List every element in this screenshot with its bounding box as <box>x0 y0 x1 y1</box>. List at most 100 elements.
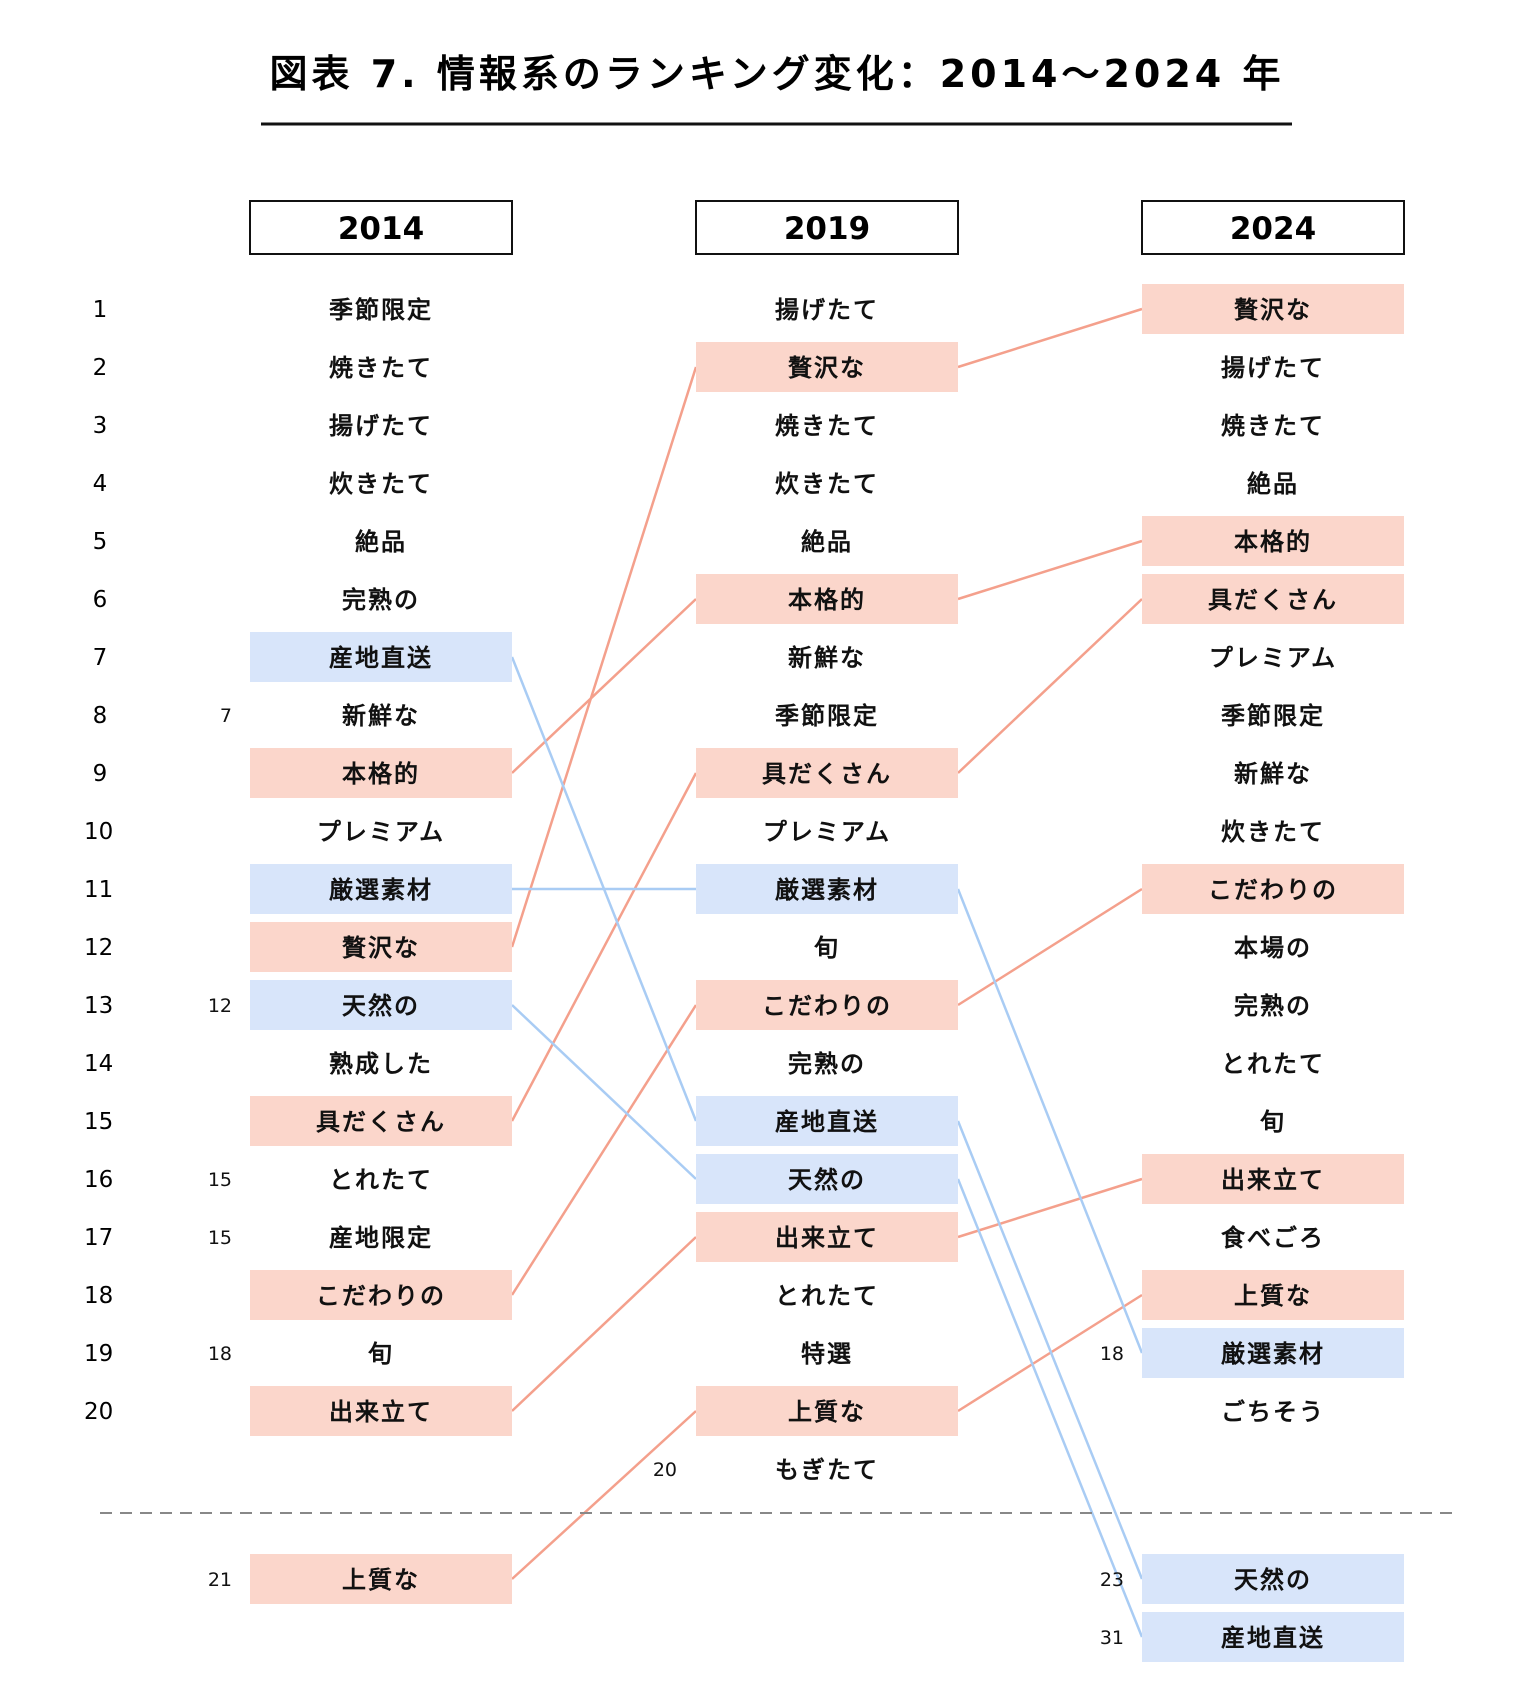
item-highlight-box <box>250 1270 512 1320</box>
ranking-item-label: 炊きたて <box>329 470 433 498</box>
item-highlight-box <box>696 980 958 1030</box>
ranking-item-label: とれたて <box>775 1282 879 1310</box>
rank-label: 13 <box>84 993 113 1019</box>
item-highlight-box <box>250 1386 512 1436</box>
ranking-item-label: 出来立て <box>329 1398 433 1426</box>
ranking-item-label: 揚げたて <box>329 412 433 440</box>
ranking-item-label: 具だくさん <box>1208 586 1338 614</box>
previous-rank-note: 23 <box>1100 1569 1124 1591</box>
ranking-item-label: こだわりの <box>762 992 892 1020</box>
ranking-item-label: 出来立て <box>1221 1166 1325 1194</box>
rank-change-line <box>956 888 1144 1354</box>
ranking-item-label: 新鮮な <box>1234 760 1312 788</box>
ranking-item-label: 贅沢な <box>1234 296 1312 324</box>
item-highlight-box <box>250 980 512 1030</box>
ranking-item-label: 具だくさん <box>316 1108 446 1136</box>
rank-change-line <box>510 1004 698 1296</box>
ranking-item-label: 厳選素材 <box>775 876 879 904</box>
ranking-item-label: 厳選素材 <box>329 876 433 904</box>
previous-rank-note: 15 <box>208 1227 232 1249</box>
ranking-item-label: 上質な <box>342 1566 420 1594</box>
rank-label: 2 <box>93 355 108 381</box>
ranking-item-label: 季節限定 <box>329 296 433 324</box>
ranking-item-label: 季節限定 <box>1221 702 1325 730</box>
rank-change-line <box>511 598 697 774</box>
rank-label: 4 <box>93 471 108 497</box>
rank-label: 15 <box>84 1109 113 1135</box>
ranking-item-label: プレミアム <box>763 818 891 846</box>
item-highlight-box <box>250 864 512 914</box>
rank-change-line <box>510 772 698 1122</box>
ranking-item-label: 本格的 <box>788 586 866 614</box>
year-headers: 2014 2019 2024 <box>249 200 1405 255</box>
ranking-item-label: もぎたて <box>775 1456 879 1484</box>
year-header-box <box>249 200 513 255</box>
year-header-label: 2019 <box>784 211 870 247</box>
ranking-item-label: 厳選素材 <box>1221 1340 1325 1368</box>
item-highlight-box <box>250 1554 512 1604</box>
item-highlight-box <box>696 1154 958 1204</box>
ranking-item-label: 完熟の <box>342 586 420 614</box>
ranking-item-label: 産地直送 <box>329 644 433 672</box>
rank-label: 19 <box>84 1341 113 1367</box>
rank-label: 6 <box>93 587 108 613</box>
year-header-label: 2014 <box>338 211 424 247</box>
ranking-item-label: 具だくさん <box>762 760 892 788</box>
item-highlight-box <box>250 632 512 682</box>
chart-title: 図表 7. 情報系のランキング変化：2014～2024 年 <box>270 52 1285 96</box>
ranking-item-label: 新鮮な <box>788 644 866 672</box>
ranking-item-label: 本場の <box>1234 934 1312 962</box>
ranking-item-label: 天然の <box>342 992 420 1020</box>
ranking-item-label: 絶品 <box>801 528 853 556</box>
year-header-box <box>1141 200 1405 255</box>
rank-label: 12 <box>84 935 113 961</box>
ranking-item-label: 上質な <box>788 1398 866 1426</box>
item-highlight-box <box>1142 1154 1404 1204</box>
ranking-item-label: 贅沢な <box>788 354 866 382</box>
item-highlight-box <box>696 748 958 798</box>
ranking-item-label: 産地直送 <box>775 1108 879 1136</box>
rank-change-line <box>957 598 1143 774</box>
item-highlight-box <box>1142 574 1404 624</box>
item-highlight-box <box>696 1386 958 1436</box>
rank-label: 5 <box>93 529 108 555</box>
item-highlight-box <box>250 1096 512 1146</box>
ranking-item-label: 炊きたて <box>1221 818 1325 846</box>
ranking-item-label: 上質な <box>1234 1282 1312 1310</box>
rank-label: 3 <box>93 413 108 439</box>
rank-label: 18 <box>84 1283 113 1309</box>
rank-change-line <box>957 539 1143 601</box>
ranking-item-label: 産地直送 <box>1221 1624 1325 1652</box>
rank-change-line <box>511 1410 697 1580</box>
ranking-item-label: 新鮮な <box>342 702 420 730</box>
item-highlight-box <box>1142 1612 1404 1662</box>
connector-lines <box>510 307 1144 1638</box>
rank-label: 9 <box>93 761 108 787</box>
rank-label: 1 <box>93 297 108 323</box>
ranking-item-label: とれたて <box>329 1166 433 1194</box>
ranking-item-label: 焼きたて <box>329 354 433 382</box>
previous-rank-note: 7 <box>220 705 232 727</box>
item-highlight-box <box>696 1096 958 1146</box>
ranking-item-label: 旬 <box>1260 1108 1286 1136</box>
ranking-item-label: 出来立て <box>775 1224 879 1252</box>
previous-rank-note: 18 <box>208 1343 232 1365</box>
ranking-item-label: 旬 <box>368 1340 394 1368</box>
item-highlight-box <box>696 864 958 914</box>
rank-label: 17 <box>84 1225 113 1251</box>
rank-change-line <box>956 1178 1144 1638</box>
rank-change-line <box>511 1004 697 1180</box>
ranking-item-label: 旬 <box>814 934 840 962</box>
item-highlight-box <box>1142 864 1404 914</box>
ranking-item-label: 絶品 <box>355 528 407 556</box>
item-highlights <box>250 284 1404 1662</box>
rank-label: 14 <box>84 1051 113 1077</box>
ranking-item-label: 揚げたて <box>775 296 879 324</box>
ranking-item-label: プレミアム <box>1209 644 1337 672</box>
ranking-item-label: 熟成した <box>329 1050 433 1078</box>
rank-label: 16 <box>84 1167 113 1193</box>
previous-rank-note: 12 <box>208 995 232 1017</box>
ranking-item-label: 季節限定 <box>775 702 879 730</box>
rank-change-line <box>957 1177 1143 1239</box>
